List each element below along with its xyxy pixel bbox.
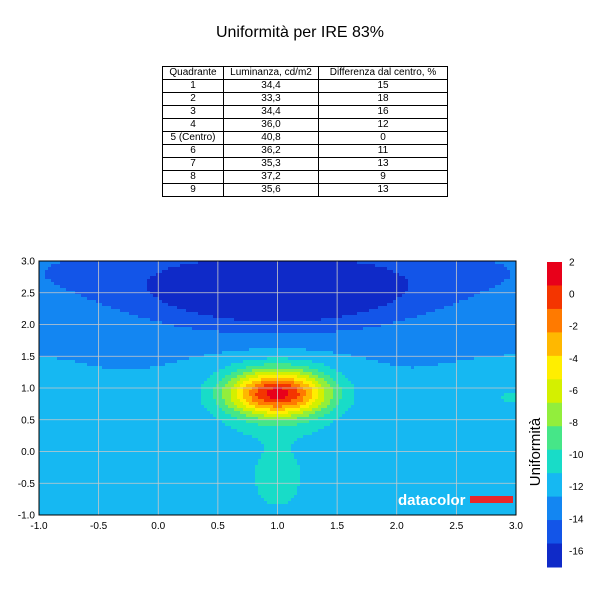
y-tick-label: 3.0 — [21, 257, 35, 268]
colorbar-tick-label: -2 — [569, 322, 578, 333]
colorbar-tick-label: -14 — [569, 514, 584, 525]
logo-bar — [470, 496, 513, 503]
colorbar-segment — [547, 402, 562, 427]
colorbar-segment — [547, 308, 562, 333]
y-tick-label: 1.5 — [21, 352, 35, 363]
colorbar — [547, 262, 562, 568]
colorbar-tick-label: -6 — [569, 386, 578, 397]
colorbar-tick-label: -12 — [569, 482, 584, 493]
x-tick-label: 0.5 — [211, 521, 225, 532]
uniformity-table: Quadrante Luminanza, cd/m2 Differenza da… — [162, 66, 448, 197]
colorbar-segment — [547, 449, 562, 474]
colorbar-tick-label: -10 — [569, 450, 584, 461]
x-tick-label: 0.0 — [151, 521, 165, 532]
colorbar-tick-label: 0 — [569, 290, 575, 301]
chart-title: Uniformità per IRE 83% — [215, 24, 385, 41]
contour-fill — [39, 261, 516, 515]
colorbar-segment — [547, 426, 562, 451]
colorbar-segment — [547, 496, 562, 521]
y-tick-label: 0.0 — [21, 447, 35, 458]
table-row: 5 (Centro) 40,8 0 — [162, 131, 448, 145]
colorbar-segment — [547, 355, 562, 380]
datacolor-logo: datacolor — [398, 492, 466, 509]
y-tick-label: -0.5 — [18, 479, 36, 490]
table-row: 9 35,6 13 — [162, 183, 448, 197]
table-row: 2 33,3 18 — [162, 92, 448, 106]
x-tick-label: -1.0 — [30, 521, 48, 532]
y-tick-label: 0.5 — [21, 415, 35, 426]
colorbar-segment — [547, 520, 562, 545]
table-row: 3 34,4 16 — [162, 105, 448, 119]
colorbar-tick-label: 2 — [569, 258, 575, 269]
x-tick-label: 1.0 — [271, 521, 285, 532]
x-tick-label: 2.0 — [390, 521, 404, 532]
colorbar-label: Uniformità — [527, 417, 544, 486]
colorbar-segment — [547, 285, 562, 310]
colorbar-tick-label: -16 — [569, 546, 584, 557]
y-tick-label: 1.0 — [21, 384, 35, 395]
colorbar-tick-label: -4 — [569, 354, 578, 365]
y-tick-label: -1.0 — [18, 511, 36, 522]
colorbar-segment — [547, 262, 562, 286]
colorbar-segment — [547, 332, 562, 357]
colorbar-segment — [547, 379, 562, 404]
colorbar-segment — [547, 543, 562, 568]
x-tick-label: 1.5 — [330, 521, 344, 532]
table-cell: 13 — [318, 183, 448, 197]
colorbar-tick-label: -8 — [569, 418, 578, 429]
plot-frame — [38, 260, 517, 516]
table-row: 6 36,2 11 — [162, 144, 448, 158]
table-header-row: Quadrante Luminanza, cd/m2 Differenza da… — [162, 66, 448, 80]
x-tick-label: 3.0 — [509, 521, 523, 532]
x-tick-label: 2.5 — [449, 521, 463, 532]
colorbar-segment — [547, 473, 562, 498]
x-tick-label: -0.5 — [90, 521, 108, 532]
y-tick-label: 2.5 — [21, 288, 35, 299]
table-row: 8 37,2 9 — [162, 170, 448, 184]
y-tick-label: 2.0 — [21, 320, 35, 331]
